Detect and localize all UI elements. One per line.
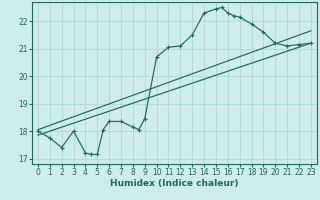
- X-axis label: Humidex (Indice chaleur): Humidex (Indice chaleur): [110, 179, 239, 188]
